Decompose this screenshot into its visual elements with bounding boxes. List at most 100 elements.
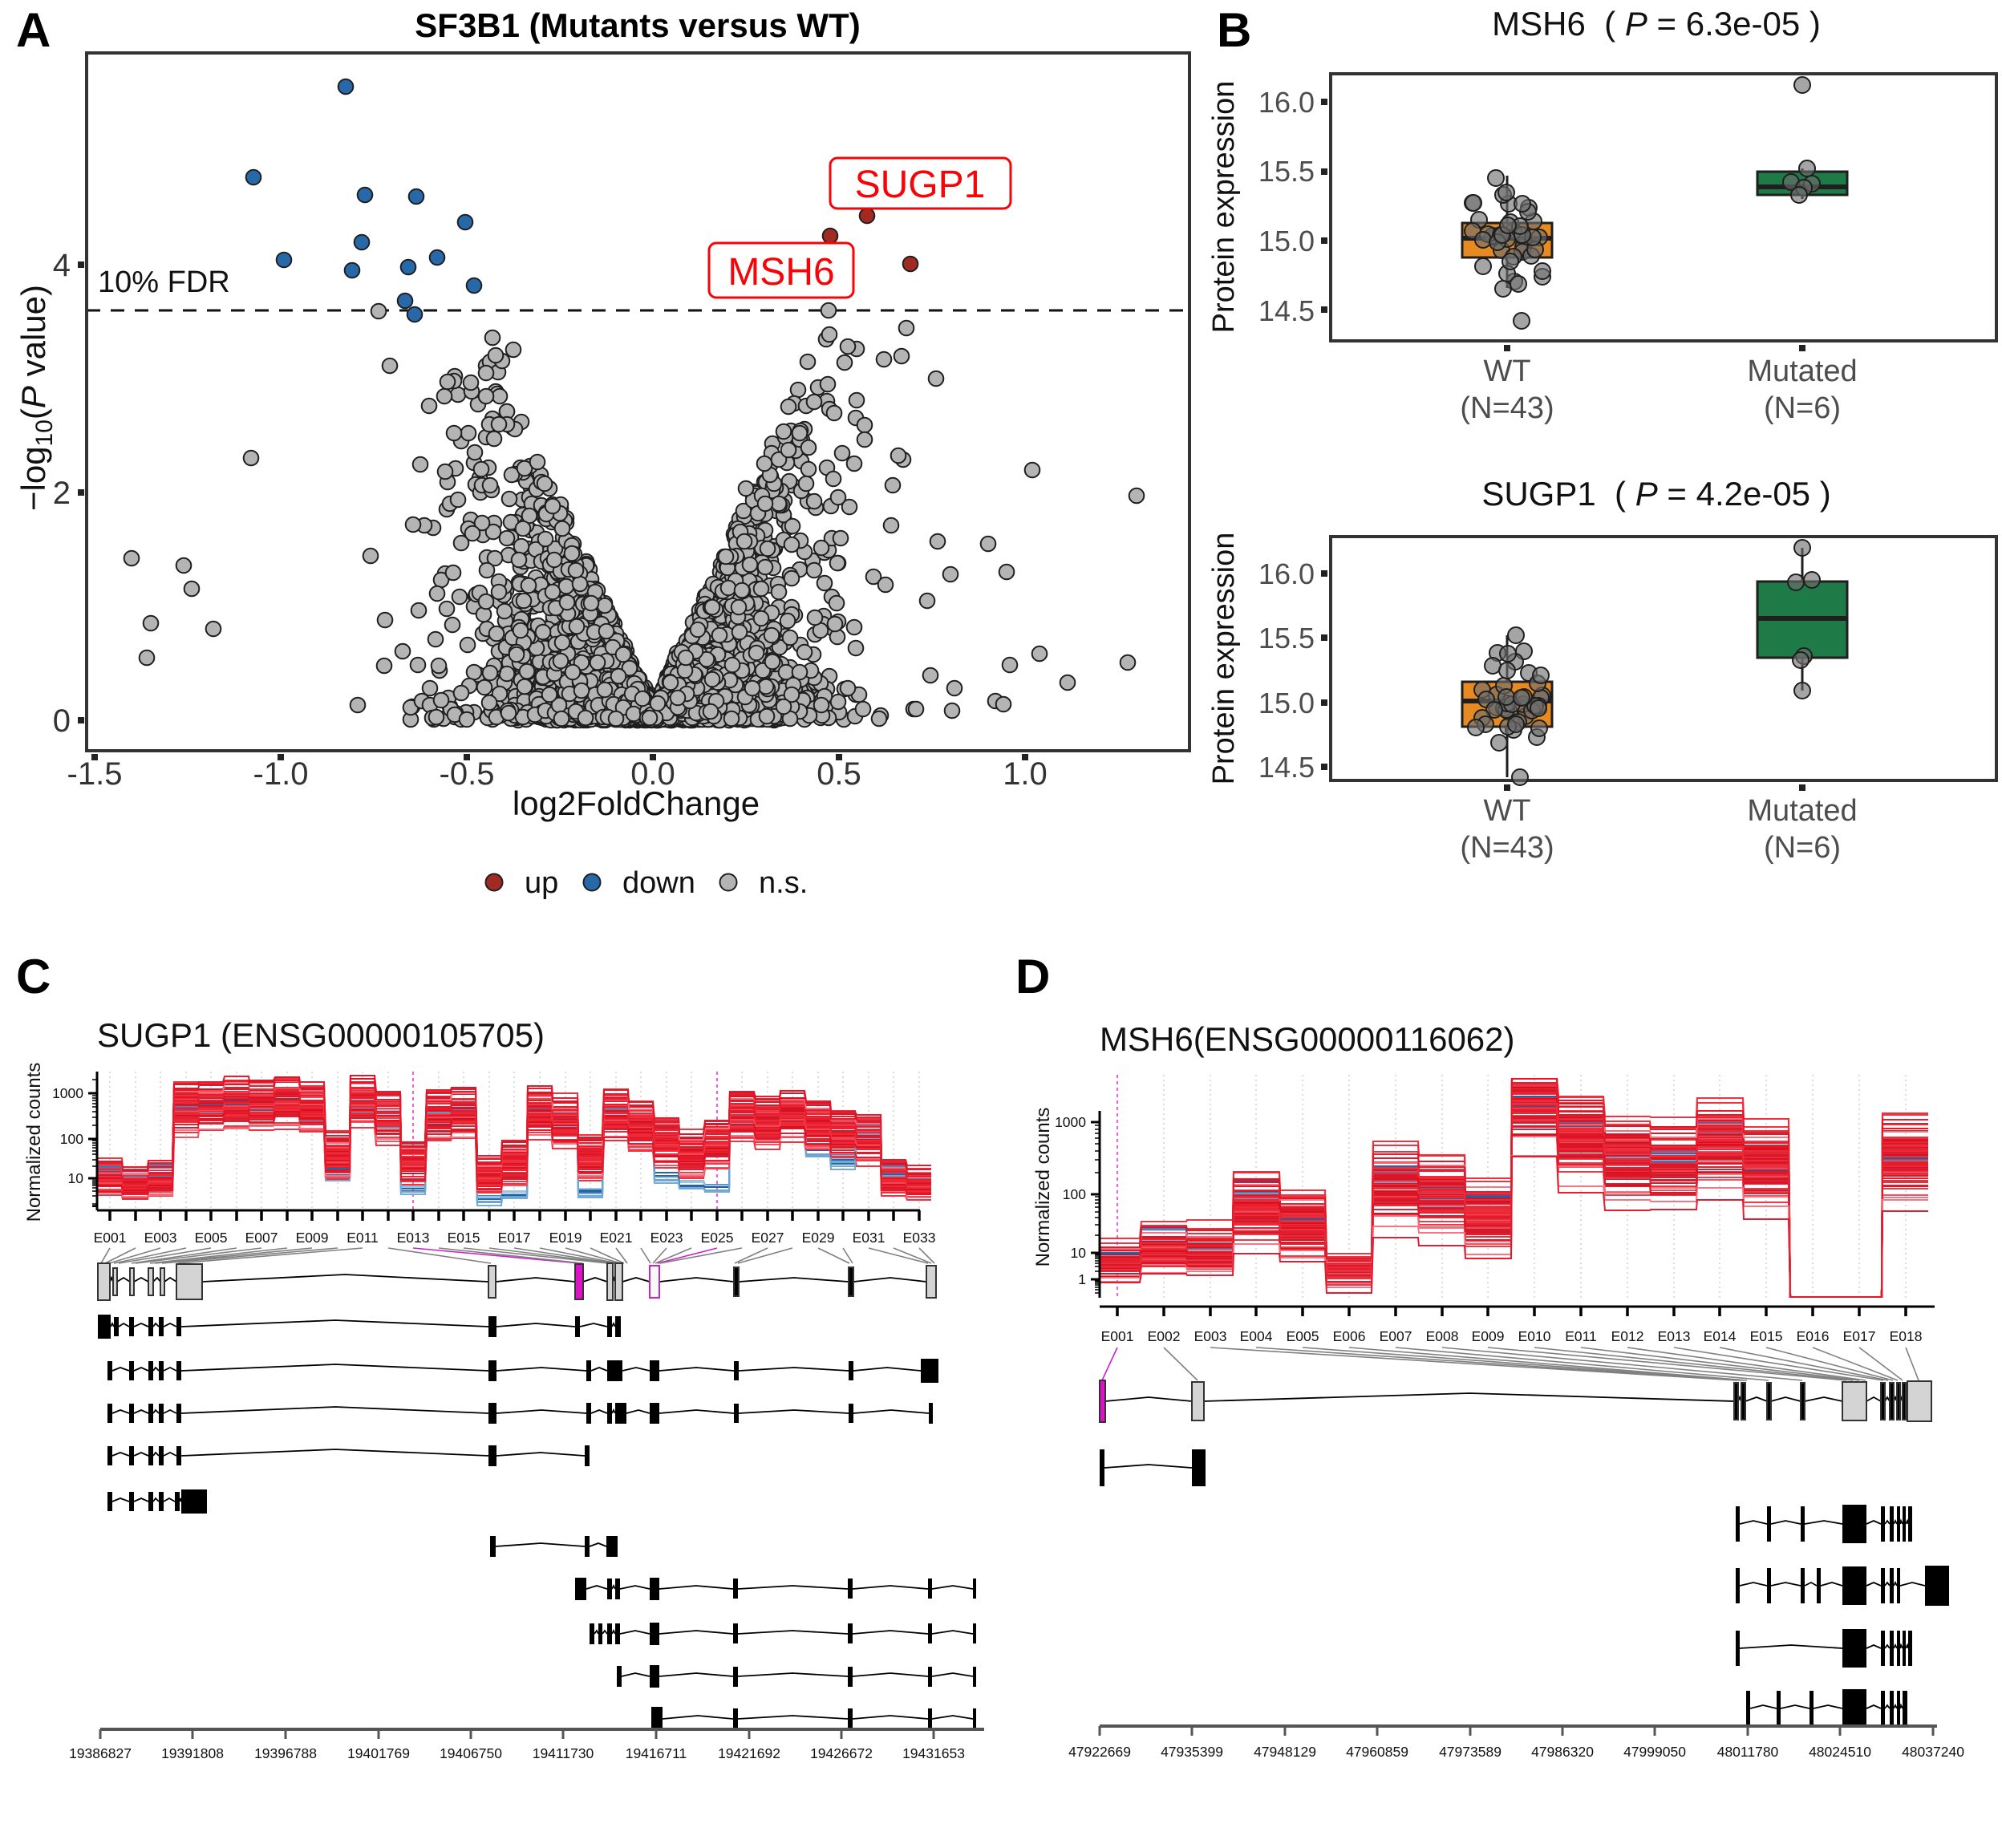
- svg-text:WT: WT: [1483, 794, 1530, 828]
- svg-text:MSH6 ( P = 6.3e-05 ): MSH6 ( P = 6.3e-05 ): [1492, 5, 1821, 43]
- svg-text:19416711: 19416711: [626, 1745, 687, 1761]
- svg-text:16.0: 16.0: [1258, 557, 1315, 590]
- svg-text:MSH6: MSH6: [727, 251, 834, 294]
- svg-text:19406750: 19406750: [440, 1745, 502, 1761]
- svg-text:E025: E025: [701, 1230, 734, 1246]
- svg-text:−log10(P value): −log10(P value): [14, 285, 58, 511]
- svg-text:SUGP1: SUGP1: [855, 164, 986, 206]
- svg-text:SUGP1 ( P = 4.2e-05 ): SUGP1 ( P = 4.2e-05 ): [1481, 475, 1830, 513]
- svg-text:E021: E021: [600, 1230, 633, 1246]
- svg-text:E003: E003: [144, 1230, 177, 1246]
- svg-text:19396788: 19396788: [254, 1745, 317, 1761]
- svg-text:0: 0: [53, 703, 71, 739]
- svg-text:19411730: 19411730: [533, 1745, 594, 1761]
- svg-text:SUGP1 (ENSG00000105705): SUGP1 (ENSG00000105705): [97, 1016, 545, 1054]
- svg-text:Protein expression: Protein expression: [1207, 81, 1241, 334]
- svg-text:down: down: [622, 866, 695, 900]
- svg-text:19426672: 19426672: [810, 1745, 873, 1761]
- svg-text:E027: E027: [752, 1230, 784, 1246]
- svg-text:E013: E013: [397, 1230, 430, 1246]
- svg-text:47999050: 47999050: [1623, 1744, 1686, 1760]
- svg-text:A: A: [16, 3, 51, 57]
- svg-text:D: D: [1015, 950, 1050, 1003]
- svg-text:19421692: 19421692: [718, 1745, 780, 1761]
- svg-text:C: C: [16, 950, 51, 1003]
- svg-text:15.5: 15.5: [1258, 622, 1315, 654]
- svg-text:(N=6): (N=6): [1764, 391, 1841, 425]
- svg-text:E009: E009: [296, 1230, 329, 1246]
- svg-text:E019: E019: [549, 1230, 582, 1246]
- svg-text:E017: E017: [1843, 1328, 1876, 1344]
- svg-text:E017: E017: [498, 1230, 531, 1246]
- svg-text:E001: E001: [1101, 1328, 1134, 1344]
- svg-text:E023: E023: [650, 1230, 683, 1246]
- svg-text:E033: E033: [903, 1230, 936, 1246]
- svg-text:1: 1: [1078, 1271, 1086, 1287]
- svg-text:100: 100: [1063, 1186, 1086, 1202]
- svg-text:(N=43): (N=43): [1460, 391, 1554, 425]
- svg-text:E016: E016: [1797, 1328, 1830, 1344]
- svg-text:19386827: 19386827: [69, 1745, 132, 1761]
- svg-text:1000: 1000: [52, 1085, 83, 1101]
- svg-text:WT: WT: [1483, 355, 1530, 388]
- svg-text:E012: E012: [1611, 1328, 1644, 1344]
- svg-text:up: up: [525, 866, 558, 900]
- svg-text:SF3B1 (Mutants versus WT): SF3B1 (Mutants versus WT): [415, 6, 860, 44]
- svg-text:47948129: 47948129: [1254, 1744, 1316, 1760]
- svg-text:E018: E018: [1890, 1328, 1923, 1344]
- svg-text:Normalized counts: Normalized counts: [23, 1063, 45, 1222]
- svg-text:Protein expression: Protein expression: [1207, 533, 1241, 785]
- svg-text:-1.0: -1.0: [253, 756, 309, 792]
- svg-text:MSH6(ENSG00000116062): MSH6(ENSG00000116062): [1100, 1020, 1515, 1058]
- svg-text:48011780: 48011780: [1717, 1744, 1779, 1760]
- svg-text:E031: E031: [853, 1230, 886, 1246]
- svg-text:10: 10: [68, 1170, 84, 1186]
- svg-text:Normalized counts: Normalized counts: [1032, 1108, 1054, 1267]
- svg-text:14.5: 14.5: [1258, 751, 1315, 784]
- svg-text:0.0: 0.0: [630, 756, 675, 792]
- svg-text:E029: E029: [802, 1230, 835, 1246]
- svg-text:E008: E008: [1426, 1328, 1459, 1344]
- svg-text:47986320: 47986320: [1531, 1744, 1594, 1760]
- svg-text:E005: E005: [195, 1230, 228, 1246]
- svg-text:-1.5: -1.5: [67, 756, 123, 792]
- svg-text:E009: E009: [1472, 1328, 1505, 1344]
- svg-text:log2FoldChange: log2FoldChange: [513, 784, 760, 822]
- svg-text:E011: E011: [346, 1230, 379, 1246]
- svg-text:n.s.: n.s.: [759, 866, 808, 900]
- svg-text:E005: E005: [1287, 1328, 1319, 1344]
- svg-text:47973589: 47973589: [1439, 1744, 1502, 1760]
- svg-text:4: 4: [53, 248, 71, 283]
- svg-text:47922669: 47922669: [1068, 1744, 1131, 1760]
- svg-text:48037240: 48037240: [1902, 1744, 1964, 1760]
- svg-text:47960859: 47960859: [1346, 1744, 1408, 1760]
- svg-text:E013: E013: [1658, 1328, 1691, 1344]
- svg-text:E015: E015: [448, 1230, 480, 1246]
- svg-text:-0.5: -0.5: [440, 756, 495, 792]
- svg-text:1.0: 1.0: [1003, 756, 1048, 792]
- svg-text:E002: E002: [1148, 1328, 1181, 1344]
- svg-text:19401769: 19401769: [347, 1745, 410, 1761]
- svg-text:19391808: 19391808: [161, 1745, 224, 1761]
- svg-text:100: 100: [60, 1131, 83, 1147]
- svg-text:0.5: 0.5: [817, 756, 861, 792]
- svg-text:E010: E010: [1518, 1328, 1551, 1344]
- svg-text:15.5: 15.5: [1258, 155, 1315, 188]
- svg-text:E007: E007: [1380, 1328, 1412, 1344]
- svg-text:48024510: 48024510: [1809, 1744, 1871, 1760]
- svg-text:15.0: 15.0: [1258, 687, 1315, 719]
- svg-text:14.5: 14.5: [1258, 294, 1315, 327]
- svg-text:(N=43): (N=43): [1460, 831, 1554, 865]
- svg-text:E011: E011: [1565, 1328, 1597, 1344]
- svg-text:E001: E001: [94, 1230, 127, 1246]
- svg-text:19431653: 19431653: [902, 1745, 965, 1761]
- svg-text:(N=6): (N=6): [1764, 831, 1841, 865]
- svg-text:1000: 1000: [1055, 1114, 1086, 1130]
- svg-text:E007: E007: [245, 1230, 278, 1246]
- svg-text:16.0: 16.0: [1258, 86, 1315, 119]
- svg-text:E003: E003: [1194, 1328, 1227, 1344]
- svg-text:E015: E015: [1750, 1328, 1783, 1344]
- svg-text:47935399: 47935399: [1161, 1744, 1223, 1760]
- svg-text:E006: E006: [1333, 1328, 1366, 1344]
- svg-text:E004: E004: [1240, 1328, 1273, 1344]
